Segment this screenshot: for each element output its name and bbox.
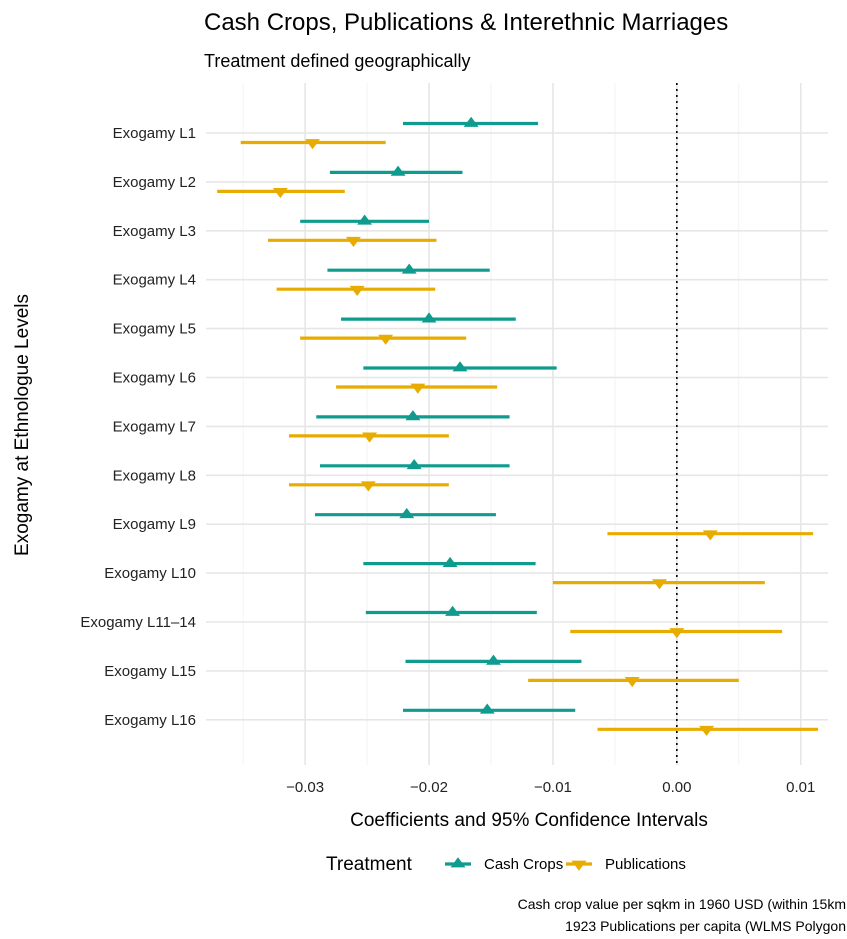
- publications-estimate-point: [702, 530, 718, 541]
- y-tick-label: Exogamy L1: [113, 125, 196, 142]
- publications-estimate-point: [410, 383, 426, 394]
- publications-estimate-point: [699, 725, 715, 737]
- cash-crops-estimate-point: [445, 605, 461, 616]
- cash-crops-estimate-point: [405, 410, 421, 421]
- publications-estimate-point: [305, 139, 321, 150]
- grid-layer: [206, 83, 828, 765]
- x-tick-label: −0.02: [410, 779, 448, 796]
- legend-label-cash-crops: Cash Crops: [484, 856, 563, 873]
- x-tick-label: 0.00: [662, 779, 691, 796]
- x-axis-labels: −0.03 −0.02 −0.01 0.00 0.01: [286, 779, 815, 796]
- y-tick-label: Exogamy L6: [113, 370, 196, 387]
- cash-crops-estimate-point: [401, 263, 417, 274]
- y-tick-label: Exogamy L2: [113, 174, 196, 191]
- data-layer: [217, 116, 819, 737]
- cash-crops-estimate-point: [406, 459, 422, 470]
- legend-key-publications: [566, 860, 592, 871]
- cash-crops-estimate-point: [442, 556, 458, 567]
- cash-crops-estimate-point: [399, 507, 415, 519]
- y-tick-label: Exogamy L7: [113, 418, 196, 435]
- y-tick-label: Exogamy L9: [113, 516, 196, 533]
- y-tick-label: Exogamy L4: [113, 272, 196, 289]
- publications-estimate-point: [349, 285, 365, 296]
- legend-key-cash-crops: [445, 857, 471, 868]
- chart-subtitle: Treatment defined geographically: [204, 51, 471, 71]
- cash-crops-estimate-point: [452, 361, 468, 372]
- publications-estimate-point: [651, 579, 667, 590]
- x-tick-label: −0.01: [534, 779, 572, 796]
- publications-estimate-point: [669, 628, 685, 639]
- y-tick-label: Exogamy L3: [113, 223, 196, 240]
- y-tick-label: Exogamy L11–14: [80, 614, 196, 631]
- y-tick-label: Exogamy L5: [113, 321, 196, 338]
- chart-title: Cash Crops, Publications & Interethnic M…: [204, 9, 728, 36]
- y-axis-labels: Exogamy L1 Exogamy L2 Exogamy L3 Exogamy L4…: [80, 125, 196, 729]
- legend-marker-publications: [571, 860, 587, 871]
- caption-line-2: 1923 Publications per capita (WLMS Polyg…: [565, 918, 846, 934]
- x-tick-label: 0.01: [786, 779, 815, 796]
- cash-crops-estimate-point: [357, 214, 373, 225]
- cash-crops-estimate-point: [485, 654, 501, 665]
- x-tick-label: −0.03: [286, 779, 324, 796]
- publications-estimate-point: [378, 334, 394, 345]
- legend: Treatment Cash Crops Publications: [326, 854, 686, 875]
- cash-crops-estimate-point: [463, 116, 479, 127]
- legend-marker-cash-crops: [450, 857, 466, 868]
- cash-crops-estimate-point: [421, 312, 437, 323]
- publications-estimate-point: [345, 236, 361, 248]
- caption-line-1: Cash crop value per sqkm in 1960 USD (wi…: [518, 896, 846, 912]
- y-tick-label: Exogamy L16: [104, 712, 196, 729]
- publications-estimate-point: [272, 188, 288, 199]
- cash-crops-estimate-point: [390, 165, 406, 176]
- legend-title: Treatment: [326, 854, 413, 875]
- x-axis-title: Coefficients and 95% Confidence Interval…: [350, 810, 708, 831]
- publications-estimate-point: [624, 677, 640, 688]
- publications-estimate-point: [362, 432, 378, 443]
- y-tick-label: Exogamy L15: [104, 663, 196, 680]
- y-tick-label: Exogamy L10: [104, 565, 196, 582]
- cash-crops-estimate-point: [479, 703, 495, 714]
- publications-estimate-point: [360, 481, 376, 492]
- y-tick-label: Exogamy L8: [113, 467, 196, 484]
- y-axis-title: Exogamy at Ethnologue Levels: [12, 294, 33, 556]
- legend-label-publications: Publications: [605, 856, 686, 873]
